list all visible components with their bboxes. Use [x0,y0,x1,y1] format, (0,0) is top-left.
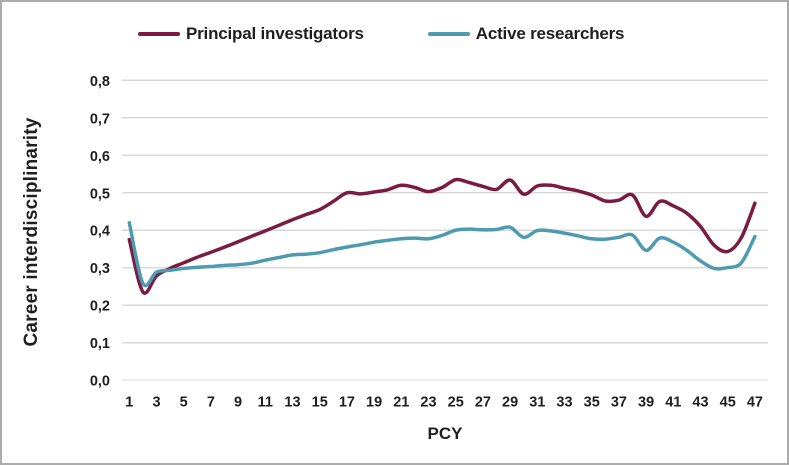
y-tick-label: 0,7 [90,111,110,127]
x-tick-label: 23 [420,395,436,411]
y-tick-label: 0,5 [90,186,110,202]
x-tick-label: 41 [665,395,681,411]
x-tick-label: 25 [448,395,464,411]
x-tick-label: 11 [258,395,273,411]
y-tick-label: 0,8 [90,74,110,90]
x-tick-label: 39 [638,395,654,411]
y-tick-label: 0,4 [90,224,110,240]
x-tick-label: 43 [692,395,708,411]
y-tick-label: 0,3 [90,261,110,277]
x-tick-label: 37 [611,395,627,411]
y-tick-label: 0,0 [90,374,110,390]
x-tick-label: 19 [366,395,382,411]
y-tick-label: 0,2 [90,299,110,315]
x-tick-label: 5 [180,395,188,411]
x-tick-label: 47 [747,395,763,411]
x-tick-label: 7 [207,395,215,411]
x-tick-label: 13 [284,395,300,411]
x-tick-label: 15 [312,395,328,411]
x-tick-label: 3 [152,395,160,411]
y-axis-title: Career interdisciplinarity [21,117,42,347]
series-line-active-researchers [127,220,757,288]
legend-label: Principal investigators [186,24,364,43]
x-tick-label: 27 [475,395,491,411]
chart-legend: Principal investigators Active researche… [138,24,625,44]
y-tick-label: 0,1 [90,336,110,352]
legend-item-principal-investigators: Principal investigators [138,24,364,44]
x-tick-label: 1 [125,395,133,411]
x-tick-label: 29 [502,395,518,411]
x-axis-title: PCY [427,424,463,443]
x-tick-label: 45 [720,395,736,411]
y-tick-label: 0,6 [90,149,110,165]
x-tick-label: 9 [234,395,242,411]
legend-item-active-researchers: Active researchers [427,24,625,44]
legend-line-sample-maroon [138,32,180,36]
legend-line-sample-teal [427,32,470,36]
x-tick-label: 35 [584,395,600,411]
x-tick-label: 21 [393,395,409,411]
legend-label: Active researchers [475,24,625,43]
x-tick-label: 17 [339,395,355,411]
x-tick-label: 33 [556,395,572,411]
series-line-principal-investigators [127,177,757,295]
x-tick-label: 31 [529,395,545,411]
